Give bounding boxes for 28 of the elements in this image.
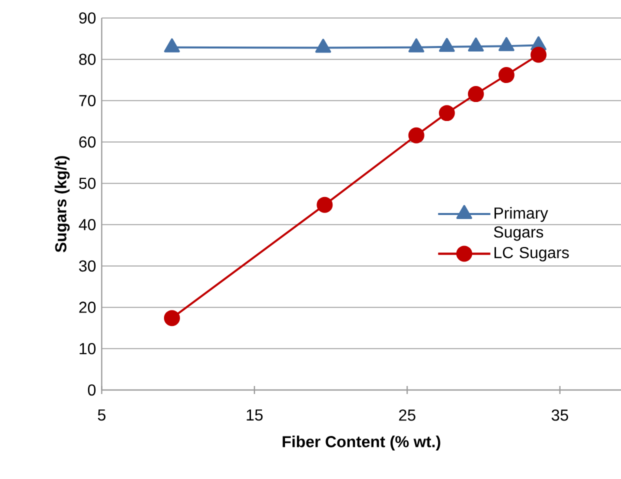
y-tick-label: 70 xyxy=(79,95,96,106)
point xyxy=(498,37,514,52)
y-tick-label: 20 xyxy=(79,302,96,313)
y-tick-label: 80 xyxy=(79,54,96,65)
point xyxy=(164,310,180,326)
point xyxy=(315,38,332,53)
point xyxy=(408,38,424,52)
y-tick-label: 40 xyxy=(78,219,96,230)
legend-label: LC Sugars xyxy=(494,246,569,262)
y-axis-title: Sugars (kg/t) xyxy=(54,156,70,252)
point xyxy=(438,105,455,122)
point xyxy=(468,38,484,52)
x-tick-label: 15 xyxy=(246,409,263,421)
x-tick-label: 25 xyxy=(399,410,416,421)
point xyxy=(408,127,424,144)
x-tick-label: 35 xyxy=(552,410,568,421)
point xyxy=(438,38,455,52)
x-axis-title: Fiber Content (% wt.) xyxy=(282,436,440,450)
y-tick-label: 90 xyxy=(79,12,96,24)
x-tick-label: 5 xyxy=(98,409,106,421)
y-tick-label: 0 xyxy=(88,384,96,396)
point xyxy=(316,196,333,213)
y-tick-label: 60 xyxy=(79,136,96,148)
y-tick-label: 50 xyxy=(79,178,96,189)
y-tick-label: 10 xyxy=(80,343,96,354)
point xyxy=(164,38,180,52)
legend-label: Primary Sugars xyxy=(494,207,548,241)
y-tick-label: 30 xyxy=(79,260,96,272)
